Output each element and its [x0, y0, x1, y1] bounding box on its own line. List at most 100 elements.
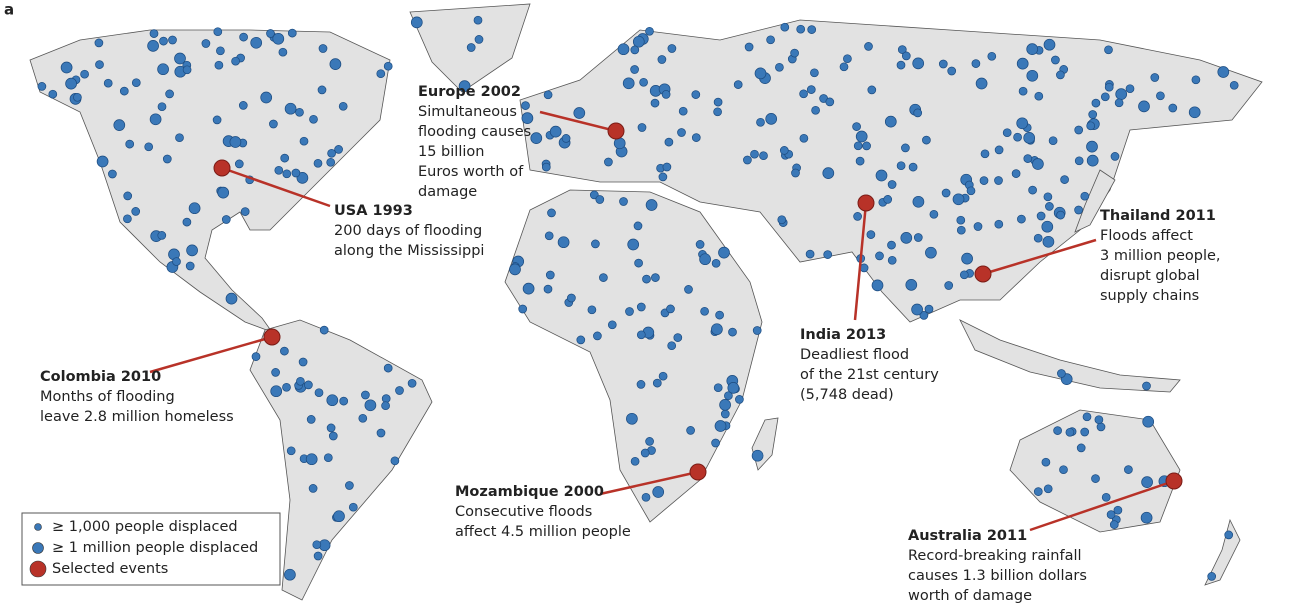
displacement-dot [182, 217, 192, 227]
displacement-dot [855, 156, 865, 166]
displacement-dot [645, 26, 654, 36]
displacement-dot [1094, 415, 1104, 425]
displacement-dot [1076, 443, 1086, 453]
displacement-dot [896, 161, 906, 171]
displacement-dot [348, 502, 358, 512]
displacement-dot [305, 453, 318, 466]
displacement-dot [887, 255, 897, 265]
event-text: 200 days of flooding [334, 223, 482, 239]
displacement-dot [1168, 103, 1178, 113]
displacement-dot [756, 117, 765, 127]
displacement-dot [636, 330, 646, 340]
displacement-dot [149, 113, 162, 126]
displacement-dot [961, 252, 973, 265]
displacement-dot [966, 186, 976, 196]
displacement-dot [308, 484, 318, 493]
displacement-dot [973, 222, 983, 231]
displacement-dot [212, 115, 222, 125]
displacement-dot [640, 448, 650, 458]
displacement-dot [123, 191, 133, 201]
displacement-dot [175, 133, 184, 143]
displacement-dot [913, 233, 923, 242]
displacement-dot [162, 154, 172, 164]
displacement-dot [1036, 211, 1046, 221]
displacement-dot [1224, 530, 1234, 540]
event-marker [213, 159, 231, 177]
displacement-dot [728, 327, 737, 337]
leader-line [982, 238, 1097, 276]
displacement-dot [913, 108, 923, 118]
event-text: Record-breaking rainfall [908, 548, 1082, 564]
displacement-dot [185, 261, 195, 271]
displacement-dot [979, 176, 989, 185]
displacement-dot [251, 352, 261, 361]
event-text: (5,748 dead) [800, 387, 894, 403]
displacement-dot [309, 114, 318, 124]
event-text: supply chains [1100, 288, 1199, 304]
displacement-dot [664, 137, 674, 147]
displacement-dot [1124, 465, 1133, 474]
displacement-dot [313, 158, 323, 168]
event-title: India 2013 [800, 327, 886, 343]
displacement-dot [994, 219, 1004, 229]
displacement-dot [274, 165, 284, 175]
displacement-dot [238, 101, 248, 110]
displacement-dot [1125, 84, 1135, 94]
displacement-dot [376, 69, 386, 79]
event-text: of the 21st century [800, 367, 939, 383]
displacement-dot [119, 86, 129, 96]
displacement-dot [547, 208, 556, 218]
displacement-dot [376, 428, 386, 438]
displacement-dot [897, 45, 907, 54]
displacement-dot [80, 69, 89, 79]
displacement-dot [912, 195, 925, 208]
displacement-dot [765, 113, 778, 125]
displacement-dot [975, 77, 988, 90]
displacement-dot [713, 107, 722, 117]
displacement-dot [941, 188, 951, 198]
displacement-dot [901, 51, 911, 61]
displacement-dot [715, 310, 724, 320]
displacement-dot [896, 60, 906, 70]
displacement-dot [604, 157, 613, 167]
displacement-dot [1191, 75, 1201, 85]
displacement-dot [645, 199, 658, 211]
displacement-dot [314, 388, 324, 398]
displacement-dot [887, 240, 896, 250]
displacement-dot [589, 190, 599, 200]
displacement-dot [291, 168, 301, 178]
displacement-dot [231, 56, 240, 66]
event-marker [974, 265, 992, 283]
displacement-dot [240, 207, 250, 216]
displacement-dot [1041, 220, 1054, 233]
displacement-dot [720, 409, 730, 419]
displacement-dot [213, 27, 223, 37]
displacement-dot [329, 58, 342, 70]
displacement-dot [147, 40, 159, 52]
displacement-dot [1043, 484, 1053, 494]
displacement-dot [1156, 91, 1165, 101]
displacement-dot [662, 162, 672, 172]
displacement-dot [751, 449, 764, 462]
event-marker [1165, 472, 1183, 490]
madagascar [751, 417, 779, 471]
displacement-dot [1042, 235, 1055, 248]
displacement-dot [157, 231, 167, 240]
displacement-dot [1074, 156, 1084, 166]
displacement-dot [545, 270, 555, 280]
displacement-dot [599, 273, 608, 282]
displacement-dot [1082, 412, 1092, 422]
displacement-dot [1074, 205, 1083, 215]
displacement-dot [299, 136, 309, 146]
displacement-dot [1023, 154, 1033, 163]
displacement-dot [280, 153, 290, 163]
displacement-dot [557, 236, 570, 249]
displacement-dot [642, 274, 651, 284]
displacement-dot [364, 399, 377, 412]
displacement-dot [473, 15, 483, 25]
displacement-dot [843, 54, 852, 64]
displacement-dot [278, 47, 288, 57]
displacement-dot [1043, 38, 1056, 51]
displacement-dot [994, 176, 1003, 185]
displacement-dot [1110, 152, 1120, 161]
